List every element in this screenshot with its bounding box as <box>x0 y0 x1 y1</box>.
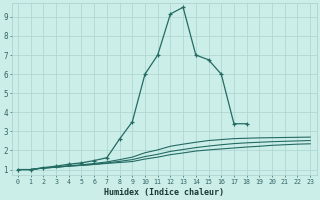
X-axis label: Humidex (Indice chaleur): Humidex (Indice chaleur) <box>104 188 224 197</box>
